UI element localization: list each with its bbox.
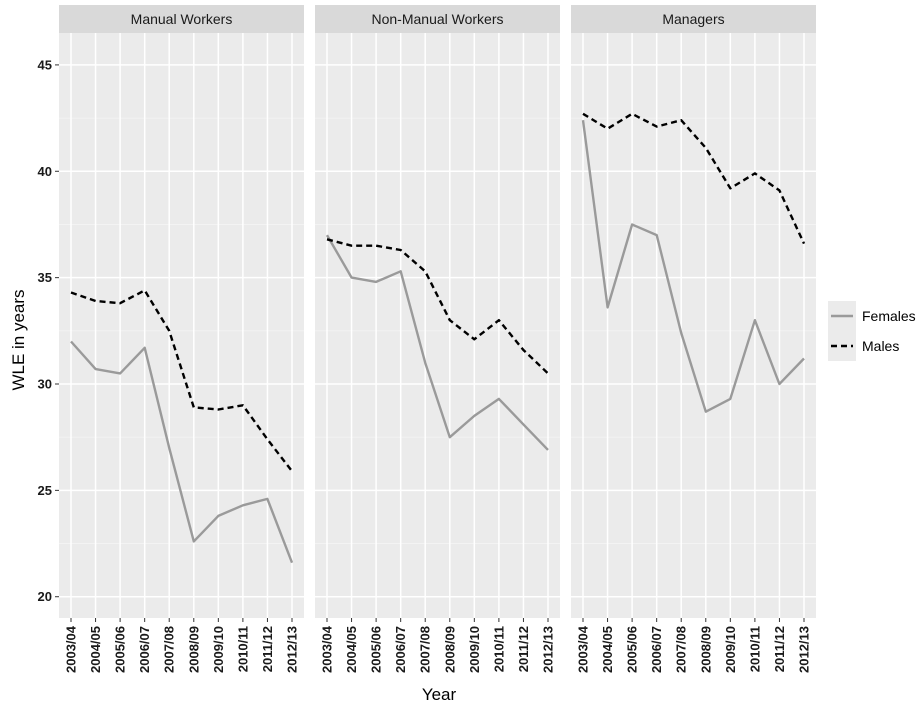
x-tick-label: 2005/06 (369, 626, 384, 673)
series-line-females (70, 340, 294, 564)
x-tick-label: 2008/09 (186, 626, 201, 673)
x-tick-label: 2003/04 (64, 625, 79, 673)
facet-strip-label: Manual Workers (131, 11, 233, 27)
x-tick-label: 2011/12 (516, 626, 531, 672)
facet-strip-label: Non-Manual Workers (371, 11, 503, 27)
x-tick-label: 2012/13 (285, 626, 300, 673)
legend-label: Females (862, 308, 916, 324)
facet-strip (571, 5, 816, 33)
x-tick-label: 2012/13 (797, 626, 812, 673)
x-tick-label: 2009/10 (467, 626, 482, 673)
y-axis-title: WLE in years (9, 289, 28, 390)
y-tick-label: 25 (38, 483, 52, 498)
facet-strip-label: Managers (662, 11, 724, 27)
x-tick-label: 2008/09 (698, 626, 713, 673)
x-tick-label: 2004/05 (600, 626, 615, 673)
series-line-males (70, 289, 293, 472)
x-tick-label: 2011/12 (772, 626, 787, 672)
x-tick-label: 2004/05 (344, 626, 359, 673)
legend-label: Males (862, 338, 899, 354)
x-tick-label: 2009/10 (723, 626, 738, 673)
series-line-females (581, 120, 805, 413)
series-line-males (326, 238, 549, 375)
x-tick-label: 2007/08 (418, 626, 433, 673)
x-tick-label: 2006/07 (649, 626, 664, 673)
facet-strip (315, 5, 560, 33)
x-tick-label: 2012/13 (541, 626, 556, 673)
x-axis-title: Year (422, 685, 457, 704)
y-tick-label: 35 (38, 270, 52, 285)
series-line-males (582, 112, 806, 245)
x-tick-label: 2003/04 (576, 625, 591, 673)
facet-panels: Manual Workers 2003/04 2004/05 2005/06 2006/… (59, 5, 816, 673)
x-tick-label: 2008/09 (442, 626, 457, 673)
legend: Females Males (828, 301, 916, 361)
series-line-females (325, 234, 549, 451)
x-tick-label: 2010/11 (747, 626, 762, 672)
facet-strip (59, 5, 304, 33)
panel-background (59, 33, 304, 618)
y-tick-label: 45 (38, 57, 52, 72)
x-tick-label: 2010/11 (491, 626, 506, 672)
x-tick-label: 2006/07 (393, 626, 408, 673)
facet-panel: Managers 2003/04 2004/05 2005/06 2006/07 2007… (571, 5, 816, 673)
facet-panel: Non-Manual Workers 2003/04 2004/05 2005/06 2… (315, 5, 560, 673)
y-tick-label: 40 (38, 164, 52, 179)
y-tick-label: 30 (38, 377, 52, 392)
x-tick-label: 2005/06 (625, 626, 640, 673)
y-axis: 20 25 30 35 40 45 (38, 57, 59, 604)
y-tick-label: 20 (38, 589, 52, 604)
x-tick-label: 2005/06 (113, 626, 128, 673)
x-tick-label: 2007/08 (162, 626, 177, 673)
x-tick-label: 2009/10 (211, 626, 226, 673)
x-tick-label: 2010/11 (235, 626, 250, 672)
facet-panel: Manual Workers 2003/04 2004/05 2005/06 2006/… (59, 5, 304, 673)
panel-background (315, 33, 560, 618)
x-tick-label: 2006/07 (137, 626, 152, 673)
panel-background (571, 33, 816, 618)
x-tick-label: 2007/08 (674, 626, 689, 673)
x-tick-label: 2011/12 (260, 626, 275, 672)
x-tick-label: 2003/04 (320, 625, 335, 673)
x-tick-label: 2004/05 (88, 626, 103, 673)
